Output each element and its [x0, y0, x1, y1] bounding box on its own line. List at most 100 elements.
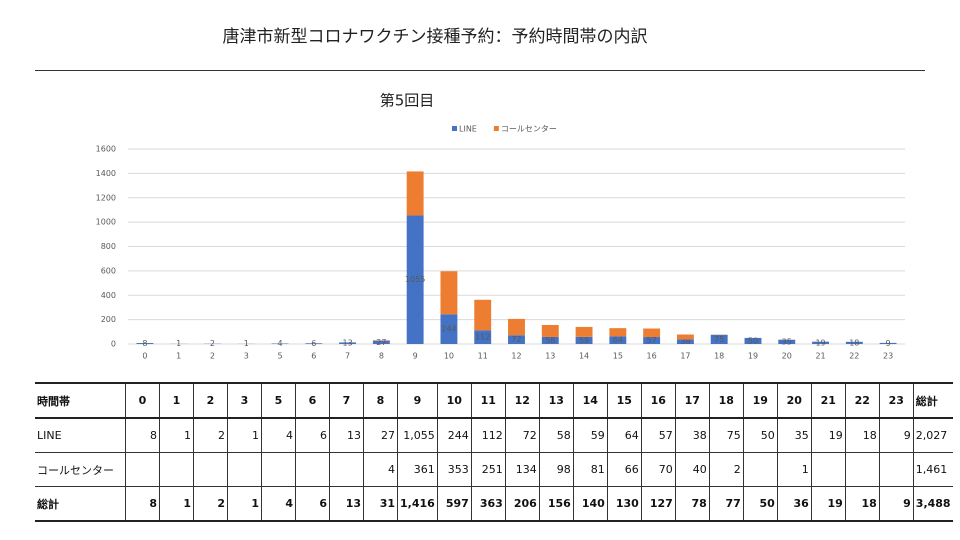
table-cell: 総計 [912, 382, 953, 419]
table-cell [159, 452, 194, 487]
x-tick-label: 22 [849, 352, 859, 361]
table-cell: 4 [261, 417, 296, 453]
table-cell: 9 [878, 486, 914, 522]
y-tick-label: 400 [101, 291, 116, 300]
table-cell: 7 [329, 382, 364, 419]
table-cell: 50 [742, 486, 778, 522]
table-cell: 58 [538, 417, 574, 453]
table-cell: 19 [810, 417, 846, 453]
table-cell: 130 [606, 486, 642, 522]
data-label: 27 [376, 338, 386, 347]
bar [136, 343, 154, 344]
bar [339, 342, 357, 344]
table-cell: 4 [363, 452, 398, 487]
bar [609, 336, 627, 344]
bar [643, 337, 661, 344]
table-cell: 6 [295, 417, 330, 453]
table-cell: 77 [708, 486, 744, 522]
table-cell: 361 [397, 452, 438, 487]
y-tick-label: 1600 [96, 145, 116, 154]
bar [845, 341, 863, 344]
table-cell: 9 [397, 382, 438, 419]
table-cell [329, 452, 364, 487]
x-tick-label: 9 [413, 352, 418, 361]
table-cell: 70 [640, 452, 676, 487]
data-label: 4 [277, 339, 282, 348]
bar [778, 339, 796, 344]
table-cell: 72 [504, 417, 540, 453]
bar [508, 318, 525, 336]
data-label: 50 [748, 336, 758, 345]
data-label: 58 [545, 336, 555, 345]
table-cell: 6 [295, 486, 330, 522]
x-tick-label: 12 [511, 352, 521, 361]
table-cell: 3,488 [912, 486, 953, 522]
data-label: 19 [815, 338, 825, 347]
table-cell: 1 [159, 417, 194, 453]
table-cell: 78 [674, 486, 710, 522]
data-label: 38 [680, 337, 690, 346]
table-cell: 2 [193, 417, 228, 453]
bar [440, 314, 458, 344]
table-cell: 23 [878, 382, 914, 419]
table-cell: 時間帯 [35, 382, 126, 419]
table-cell: 4 [261, 486, 296, 522]
table-cell: 353 [436, 452, 472, 487]
bar [812, 341, 829, 344]
title-rule [35, 70, 925, 71]
data-label: 75 [714, 335, 724, 344]
data-table: 時間帯 0 1 2 3 5 6 7 8 9 10 11 12 13 14 15 16 17 18 19 20 21 22 23… [35, 382, 953, 522]
page-title: 唐津市新型コロナワクチン接種予約：予約時間帯の内訳 [222, 27, 648, 47]
bar [474, 330, 492, 344]
bar [676, 339, 694, 344]
x-tick-label: 15 [613, 352, 623, 361]
x-tick-label: 16 [647, 352, 657, 361]
x-tick-label: 3 [244, 352, 249, 361]
table-cell: 11 [470, 382, 506, 419]
table-cell: 6 [295, 382, 330, 419]
data-label: 72 [511, 335, 521, 344]
table-cell [295, 452, 330, 487]
x-tick-label: 13 [545, 352, 555, 361]
y-tick-label: 1400 [96, 169, 116, 178]
x-tick-label: 18 [714, 352, 724, 361]
x-tick-label: 21 [815, 352, 825, 361]
table-cell: 98 [538, 452, 574, 487]
bar [372, 340, 390, 344]
table-cell: 22 [844, 382, 880, 419]
table-cell: 1,416 [397, 486, 438, 522]
bar [406, 215, 424, 344]
bar [541, 324, 559, 337]
y-tick-label: 200 [101, 315, 116, 324]
table-cell: 1 [159, 382, 194, 419]
table-cell: 15 [606, 382, 642, 419]
data-label: 35 [782, 337, 792, 346]
legend-swatch [493, 126, 499, 131]
table-cell: 57 [640, 417, 676, 453]
y-tick-label: 800 [101, 242, 116, 251]
data-label: 8 [142, 339, 147, 348]
table-cell: 13 [538, 382, 574, 419]
x-tick-label: 2 [210, 352, 215, 361]
table-cell: 127 [640, 486, 676, 522]
bar [575, 326, 593, 337]
bar [305, 343, 323, 344]
bar [508, 335, 525, 344]
table-cell: 2,027 [912, 417, 953, 453]
table-cell: 20 [776, 382, 812, 419]
x-tick-label: 23 [883, 352, 893, 361]
table-cell [125, 452, 160, 487]
table-cell: 363 [470, 486, 506, 522]
table-cell: 18 [844, 486, 880, 522]
table-cell: 81 [572, 452, 608, 487]
table-cell [261, 452, 296, 487]
table-cell: 8 [125, 486, 160, 522]
table-cell: 総計 [35, 486, 126, 522]
bar [440, 271, 458, 315]
bar [474, 299, 492, 331]
table-cell: 38 [674, 417, 710, 453]
table-cell: 5 [261, 382, 296, 419]
table-cell: 2 [708, 452, 744, 487]
table-cell: 64 [606, 417, 642, 453]
x-tick-label: 19 [748, 352, 758, 361]
